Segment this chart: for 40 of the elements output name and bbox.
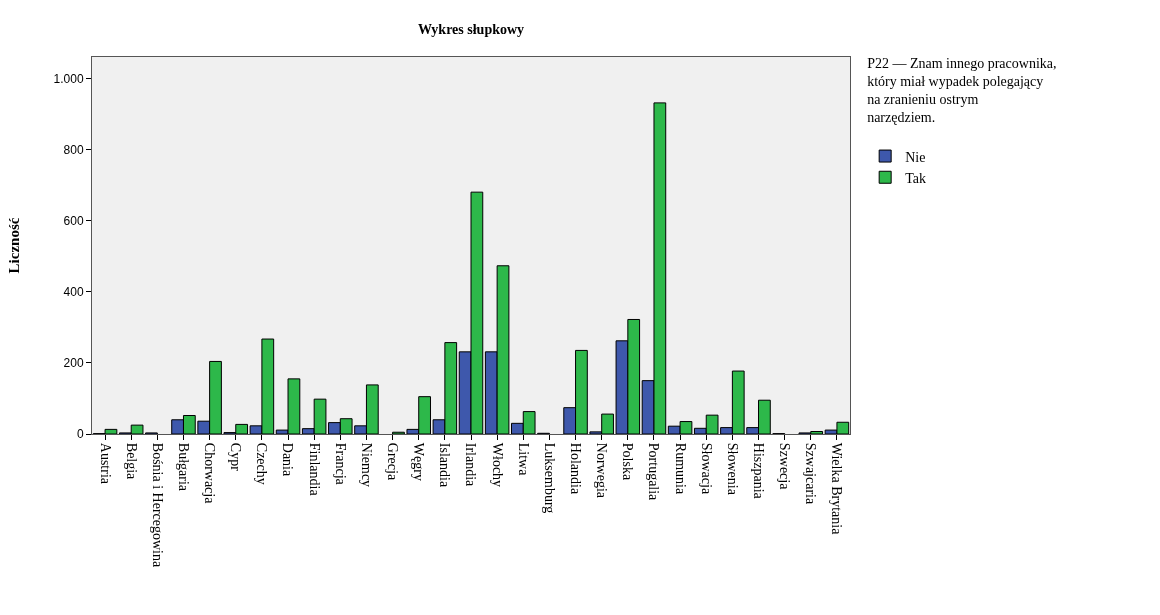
- x-tick-label: Chorwacja: [202, 442, 218, 505]
- x-tick-label: Portugalia: [646, 442, 662, 502]
- x-tick-label: Słowenia: [724, 442, 740, 496]
- legend-label: Nie: [905, 149, 926, 165]
- y-tick-label: 800: [63, 142, 84, 157]
- x-tick-label: Szwecja: [777, 442, 793, 491]
- x-tick-label: Holandia: [568, 442, 583, 495]
- y-tick-label: 400: [63, 284, 84, 299]
- x-tick-label: Czechy: [254, 442, 270, 485]
- x-tick-label: Austria: [97, 442, 113, 485]
- x-tick-label: Finlandia: [306, 442, 322, 497]
- x-tick-label: Bułgaria: [175, 442, 191, 492]
- legend-title: P22 — Znam innego pracownika, który miał wypadek polegający na zranieniu ostrym narzędziem.: [867, 55, 1057, 126]
- x-tick-label: Islandia: [437, 442, 453, 488]
- x-tick-label: Bośnia i Hercegowina: [149, 442, 165, 568]
- x-tick-label: Irlandia: [463, 442, 479, 488]
- x-tick-label: Włochy: [489, 442, 505, 488]
- x-tick-label: Niemcy: [358, 442, 374, 488]
- legend-label: Tak: [905, 170, 926, 186]
- x-tick-label: Rumunia: [672, 442, 688, 495]
- x-tick-label: Hiszpania: [750, 442, 766, 500]
- x-tick-label: Węgry: [411, 442, 427, 481]
- y-axis-title: Liczność: [5, 217, 22, 274]
- x-tick-label: Belgia: [123, 442, 139, 481]
- chart-title: Wykres słupkowy: [417, 22, 525, 38]
- x-tick-label: Dania: [280, 442, 296, 478]
- x-tick-label: Litwa: [515, 442, 531, 477]
- y-tick-label: 0: [76, 427, 84, 442]
- x-tick-label: Grecja: [385, 442, 401, 481]
- x-tick-label: Słowacja: [698, 442, 714, 495]
- x-tick-label: Cypr: [228, 442, 244, 472]
- y-tick-label: 1.000: [53, 71, 84, 86]
- x-tick-label: Polska: [620, 442, 636, 481]
- x-tick-label: Luksemburg: [541, 442, 557, 514]
- x-tick-label: Francja: [332, 442, 348, 486]
- x-tick-label: Norwegia: [594, 442, 610, 499]
- y-tick-label: 600: [63, 213, 84, 228]
- x-tick-label: Szwajcaria: [803, 442, 819, 505]
- x-tick-label: Wielka Brytania: [829, 442, 845, 536]
- y-tick-label: 200: [63, 356, 84, 371]
